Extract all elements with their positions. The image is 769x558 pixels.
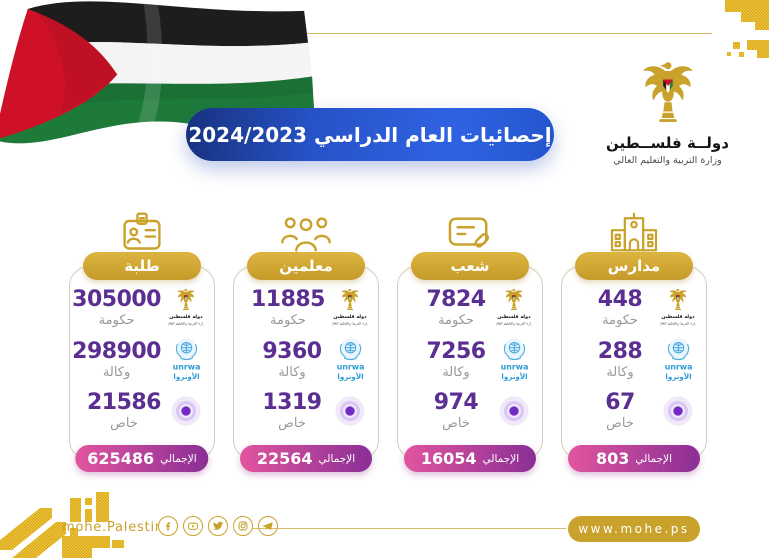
stat-label-government: حكومة — [602, 313, 638, 329]
title-banner: إحصائيات العام الدراسي 2024/2023 — [186, 108, 554, 161]
row-private: 67 خاص — [562, 391, 706, 431]
row-private: 21586 خاص — [70, 391, 214, 431]
instagram-icon[interactable] — [233, 516, 253, 536]
twitter-icon[interactable] — [208, 516, 228, 536]
card-title-pill: معلمين — [247, 252, 365, 280]
unrwa-icon — [660, 337, 696, 383]
stat-value-government: 7824 — [426, 286, 486, 312]
row-agency: 7256 وكالة — [398, 337, 542, 383]
stat-label-private: خاص — [278, 416, 306, 432]
stat-card-teachers: معلمين 11885 حكومة 9360 وكالة — [232, 208, 380, 472]
stat-value-private: 67 — [605, 390, 635, 415]
total-pill: الإجمالي 22564 — [240, 445, 372, 472]
private-dot-icon — [660, 396, 696, 426]
unrwa-icon — [332, 337, 368, 383]
social-icons-row — [158, 516, 278, 536]
school-icon — [608, 208, 660, 254]
stat-label-government: حكومة — [438, 313, 474, 329]
total-value: 22564 — [256, 449, 313, 468]
ministry-name: دولــة فلســطين — [606, 134, 729, 152]
row-agency: 288 وكالة — [562, 337, 706, 383]
stat-value-government: 448 — [597, 286, 643, 312]
stat-label-private: خاص — [442, 416, 470, 432]
stat-value-agency: 9360 — [262, 338, 322, 364]
stat-card-students: طلبة 305000 حكومة 298900 وكالة — [68, 208, 216, 472]
row-government: 11885 حكومة — [234, 287, 378, 329]
ministry-identity: دولــة فلســطين وزارة التربية والتعليم ا… — [600, 58, 735, 166]
page-title: إحصائيات العام الدراسي 2024/2023 — [188, 122, 552, 147]
ministry-department: وزارة التربية والتعليم العالي — [613, 155, 722, 166]
unrwa-icon — [168, 337, 204, 383]
stat-label-agency: وكالة — [102, 365, 131, 381]
stat-value-agency: 288 — [597, 338, 643, 364]
youtube-icon[interactable] — [183, 516, 203, 536]
facebook-icon[interactable] — [158, 516, 178, 536]
row-agency: 298900 وكالة — [70, 337, 214, 383]
total-value: 803 — [595, 449, 630, 468]
stat-label-agency: وكالة — [442, 365, 470, 381]
stat-value-agency: 298900 — [72, 338, 161, 364]
total-label: الإجمالي — [318, 452, 356, 465]
stat-cards-row: طلبة 305000 حكومة 298900 وكالة — [68, 208, 708, 472]
stat-value-agency: 7256 — [426, 338, 486, 364]
stat-card-sections: شعب 7824 حكومة 7256 وكالة — [396, 208, 544, 472]
telegram-icon[interactable] — [258, 516, 278, 536]
palestine-emblem-icon — [332, 287, 368, 329]
card-title-pill: مدارس — [575, 252, 693, 280]
total-pill: الإجمالي 16054 — [404, 445, 536, 472]
total-label: الإجمالي — [482, 452, 520, 465]
palestine-emblem-icon — [496, 287, 532, 329]
palestine-emblem-icon — [168, 287, 204, 329]
stat-label-private: خاص — [606, 416, 634, 432]
card-title-pill: طلبة — [83, 252, 201, 280]
row-government: 7824 حكومة — [398, 287, 542, 329]
id-card-icon — [118, 208, 166, 254]
row-private: 974 خاص — [398, 391, 542, 431]
private-dot-icon — [496, 396, 532, 426]
stat-label-agency: وكالة — [278, 365, 306, 381]
card-title-pill: شعب — [411, 252, 529, 280]
total-value: 625486 — [87, 449, 155, 468]
row-government: 305000 حكومة — [70, 287, 214, 329]
stat-label-private: خاص — [110, 416, 138, 432]
stat-value-government: 305000 — [72, 286, 161, 312]
ministry-emblem-icon — [639, 58, 697, 128]
corner-mosaic-top-right — [725, 0, 769, 58]
private-dot-icon — [168, 396, 204, 426]
total-pill: الإجمالي 625486 — [75, 445, 209, 472]
stat-value-government: 11885 — [250, 286, 326, 312]
stat-value-private: 21586 — [86, 390, 162, 415]
row-government: 448 حكومة — [562, 287, 706, 329]
sections-icon — [445, 208, 495, 254]
stat-label-government: حكومة — [98, 313, 135, 329]
stat-value-private: 974 — [433, 390, 479, 415]
stat-card-schools: مدارس 448 حكومة 288 وكالة — [560, 208, 708, 472]
palestine-emblem-icon — [660, 287, 696, 329]
total-pill: الإجمالي 803 — [568, 445, 700, 472]
stat-value-private: 1319 — [262, 390, 322, 415]
corner-mosaic-bottom-left — [0, 492, 124, 558]
footer-divider-line — [252, 528, 566, 529]
private-dot-icon — [332, 396, 368, 426]
top-divider-line — [250, 33, 712, 34]
total-value: 16054 — [420, 449, 477, 468]
row-agency: 9360 وكالة — [234, 337, 378, 383]
social-handle: mohe.Palestine — [62, 520, 173, 535]
unrwa-icon — [496, 337, 532, 383]
row-private: 1319 خاص — [234, 391, 378, 431]
teachers-icon — [280, 208, 332, 254]
stat-label-agency: وكالة — [606, 365, 634, 381]
total-label: الإجمالي — [160, 452, 197, 465]
website-url: www.mohe.ps — [578, 522, 690, 536]
website-pill[interactable]: www.mohe.ps — [568, 516, 700, 542]
total-label: الإجمالي — [635, 452, 673, 465]
stat-label-government: حكومة — [270, 313, 306, 329]
